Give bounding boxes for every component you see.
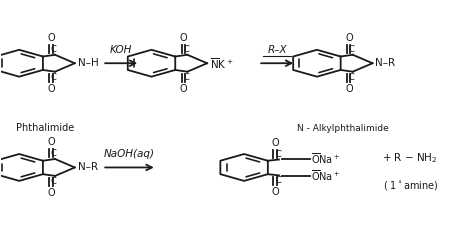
Text: O: O	[47, 188, 55, 198]
Text: O: O	[345, 84, 353, 94]
Text: C: C	[275, 176, 281, 185]
Text: O: O	[180, 33, 187, 43]
Text: NaOH(aq): NaOH(aq)	[104, 149, 155, 159]
Text: N–R: N–R	[78, 162, 98, 172]
Text: C: C	[275, 150, 281, 159]
Text: C: C	[51, 177, 56, 186]
Text: N–H: N–H	[78, 58, 98, 68]
Text: + R $-$ NH$_2$: + R $-$ NH$_2$	[382, 151, 438, 165]
Text: $\overline{\mathrm{O}}$Na$^+$: $\overline{\mathrm{O}}$Na$^+$	[311, 169, 340, 183]
Text: O: O	[47, 33, 55, 43]
Text: O: O	[345, 33, 353, 43]
Text: ( 1$^\circ$amine): ( 1$^\circ$amine)	[383, 179, 439, 192]
Text: C: C	[51, 149, 56, 158]
Text: O: O	[180, 84, 187, 94]
Text: C: C	[51, 73, 56, 82]
Text: $\overline{\mathrm{O}}$Na$^+$: $\overline{\mathrm{O}}$Na$^+$	[311, 151, 340, 166]
Text: N–R: N–R	[375, 58, 395, 68]
Text: O: O	[271, 187, 279, 197]
Text: $\overline{\mathrm{N}}$K$^+$: $\overline{\mathrm{N}}$K$^+$	[210, 56, 233, 71]
Text: Phthalimide: Phthalimide	[17, 123, 75, 133]
Text: C: C	[183, 73, 189, 82]
Text: C: C	[51, 45, 56, 54]
Text: C: C	[183, 45, 189, 54]
Text: O: O	[47, 137, 55, 147]
Text: KOH: KOH	[110, 45, 132, 55]
Text: C: C	[348, 73, 354, 82]
Text: O: O	[271, 138, 279, 148]
Text: N - Alkylphthalimide: N - Alkylphthalimide	[298, 123, 389, 133]
Text: O: O	[47, 84, 55, 94]
Text: C: C	[348, 45, 354, 54]
Text: R–X: R–X	[267, 45, 287, 55]
